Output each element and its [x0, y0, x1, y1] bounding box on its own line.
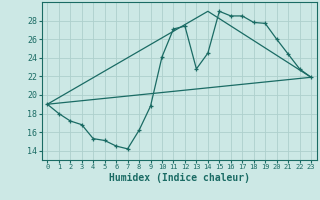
X-axis label: Humidex (Indice chaleur): Humidex (Indice chaleur): [109, 173, 250, 183]
